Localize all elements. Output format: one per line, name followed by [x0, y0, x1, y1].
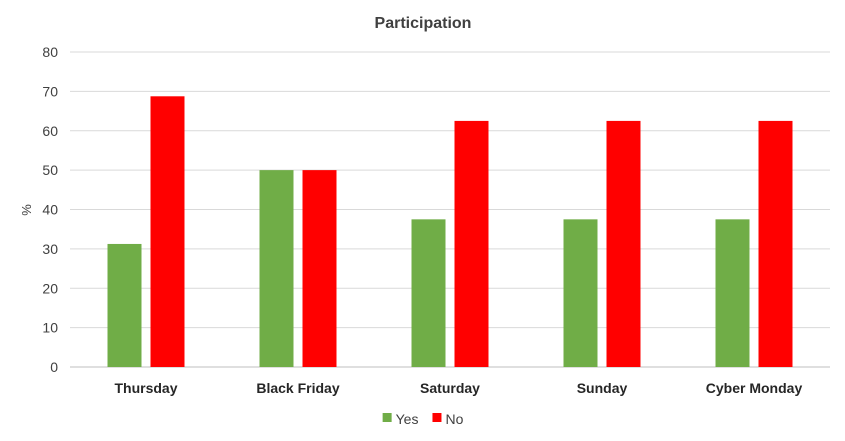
- bar-yes-saturday: [411, 219, 446, 367]
- x-axis-categories: Thursday Black Friday Saturday Sunday Cyber …: [114, 380, 802, 396]
- x-category-label: Sunday: [577, 380, 628, 396]
- bar-no-saturday: [454, 120, 489, 367]
- y-tick-label: 60: [42, 123, 58, 139]
- gridlines: [70, 51, 830, 368]
- y-tick-label: 30: [42, 241, 58, 257]
- bar-no-black-friday: [302, 170, 337, 367]
- y-tick-label: 50: [42, 162, 58, 178]
- y-tick-label: 10: [42, 320, 58, 336]
- bar-yes-thursday: [107, 243, 142, 367]
- y-axis-label: %: [19, 204, 34, 216]
- x-category-label: Thursday: [114, 380, 177, 396]
- legend-swatch-yes: [382, 413, 392, 422]
- x-category-label: Cyber Monday: [706, 380, 803, 396]
- legend: Yes No: [382, 411, 464, 427]
- bar-no-thursday: [150, 96, 185, 367]
- bar-no-sunday: [606, 120, 641, 367]
- legend-label-yes: Yes: [396, 411, 419, 427]
- legend-label-no: No: [445, 411, 463, 427]
- bar-yes-sunday: [563, 219, 598, 367]
- y-tick-label: 80: [42, 44, 58, 60]
- y-tick-label: 20: [42, 280, 58, 296]
- bar-no-cyber-monday: [758, 120, 793, 367]
- bars: [107, 96, 793, 367]
- y-tick-label: 70: [42, 83, 58, 99]
- bar-yes-black-friday: [259, 170, 294, 367]
- legend-swatch-no: [432, 413, 442, 422]
- x-category-label: Black Friday: [256, 380, 339, 396]
- x-category-label: Saturday: [420, 380, 480, 396]
- y-axis-ticks: 0 10 20 30 40 50 60 70 80: [42, 44, 58, 375]
- y-tick-label: 40: [42, 202, 58, 218]
- y-tick-label: 0: [50, 359, 58, 375]
- bar-yes-cyber-monday: [715, 219, 750, 367]
- chart-title: Participation: [375, 15, 472, 32]
